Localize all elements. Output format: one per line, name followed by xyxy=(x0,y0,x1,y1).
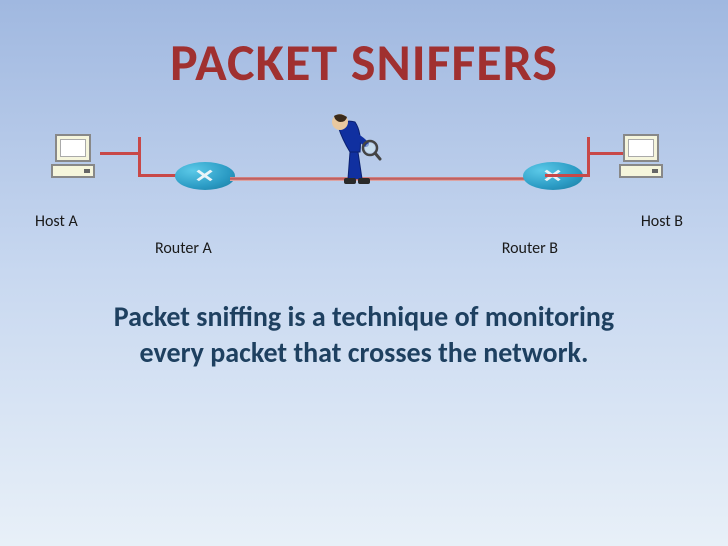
host-a-computer-icon xyxy=(55,134,105,184)
host-b-label: Host B xyxy=(641,212,683,231)
host-a-label: Host A xyxy=(35,212,78,231)
cable-segment xyxy=(545,174,590,177)
router-a-label: Router A xyxy=(155,239,212,258)
packet-sniffer-person-icon xyxy=(320,104,390,189)
cable-segment xyxy=(588,152,628,155)
cable-segment xyxy=(138,137,141,177)
slide-title: PACKET SNIFFERS xyxy=(0,0,728,94)
cable-segment xyxy=(587,137,590,177)
router-b-label: Router B xyxy=(502,239,558,258)
host-b-computer-icon xyxy=(623,134,673,184)
router-a-icon xyxy=(175,162,235,190)
cable-segment xyxy=(100,152,140,155)
network-diagram: Host A Host B Router A Router B xyxy=(0,104,728,264)
slide-description: Packet sniffing is a technique of monito… xyxy=(0,299,728,372)
